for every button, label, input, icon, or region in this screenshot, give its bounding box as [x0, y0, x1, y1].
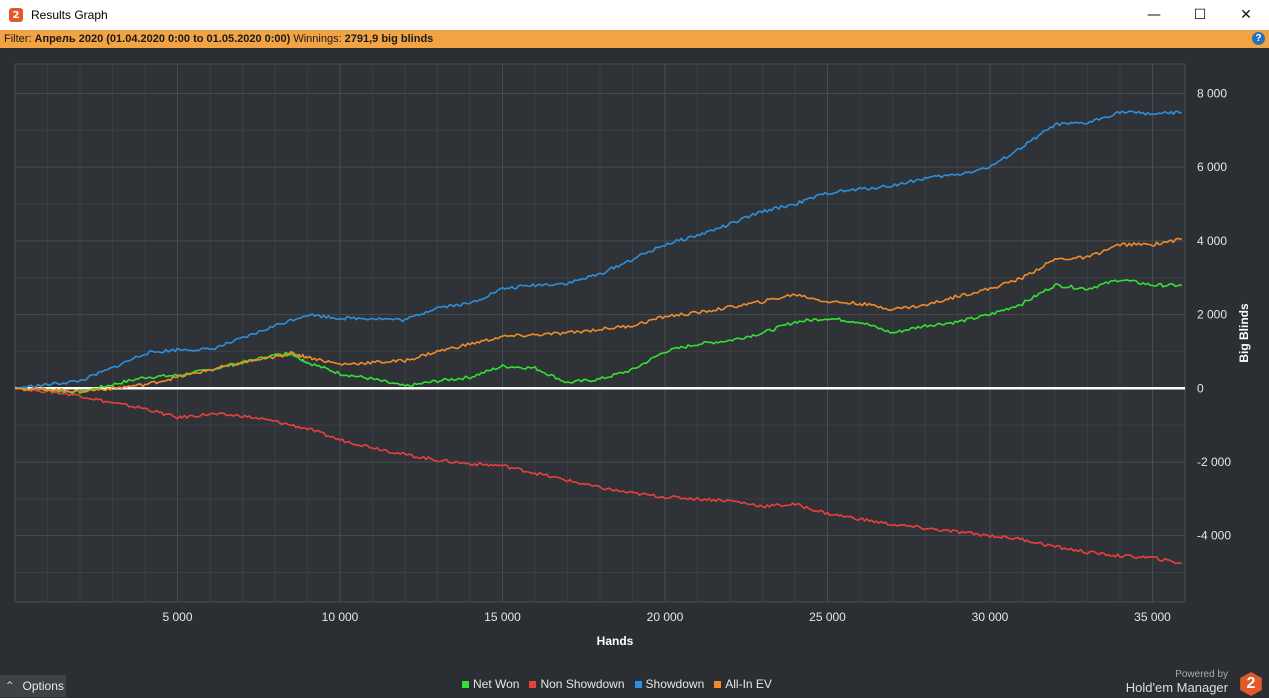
x-tick-label: 30 000	[972, 610, 1009, 624]
close-button[interactable]: ✕	[1240, 7, 1252, 23]
series-line-all-in-ev	[14, 237, 1182, 393]
chevron-up-icon: ^	[6, 681, 14, 691]
legend-label: Showdown	[645, 677, 705, 691]
legend-swatch	[529, 680, 537, 688]
x-tick-label: 20 000	[647, 610, 684, 624]
results-graph-svg: 5 000 10 000 15 000 20 000 25 000 30 000 35 00…	[14, 63, 1251, 648]
x-axis-label: Hands	[597, 634, 634, 648]
filter-label: Filter:	[4, 33, 32, 45]
legend-item[interactable]: Showdown	[634, 677, 705, 691]
legend-label: All-In EV	[725, 677, 772, 691]
filter-value: Апрель 2020 (01.04.2020 0:00 to 01.05.20…	[34, 33, 291, 45]
legend-label: Non Showdown	[540, 677, 625, 691]
minimize-button[interactable]: —	[1147, 7, 1161, 23]
x-tick-label: 25 000	[809, 610, 846, 624]
x-tick-label: 35 000	[1134, 610, 1171, 624]
y-tick-label: 0	[1197, 381, 1204, 395]
title-bar: 2 Results Graph — ☐ ✕	[0, 0, 1269, 30]
options-label: Options	[22, 679, 64, 693]
powered-by: Powered by Hold'em Manager	[1126, 669, 1228, 695]
help-icon[interactable]: ?	[1252, 32, 1265, 45]
powered-by-text: Powered by	[1175, 669, 1228, 680]
y-tick-label: -4 000	[1197, 529, 1231, 543]
options-button[interactable]: ^ Options	[0, 675, 66, 697]
series-line-showdown	[14, 110, 1182, 390]
legend-item[interactable]: All-In EV	[714, 677, 772, 691]
winnings-label: Winnings:	[293, 33, 342, 45]
y-axis-label: Big Blinds	[1237, 303, 1251, 363]
legend-swatch	[462, 680, 469, 688]
y-tick-label: 2 000	[1197, 308, 1227, 322]
legend-item[interactable]: Net Won	[462, 677, 519, 691]
legend-item[interactable]: Non Showdown	[529, 677, 625, 691]
brand-name: Hold'em Manager	[1125, 680, 1228, 695]
series-line-non-showdown	[14, 387, 1182, 565]
y-tick-label: -2 000	[1197, 455, 1231, 469]
legend-label: Net Won	[473, 677, 520, 691]
window-controls: — ☐ ✕	[1131, 0, 1269, 30]
legend-swatch	[634, 680, 642, 688]
x-tick-label: 15 000	[484, 610, 521, 624]
filter-bar: Filter: Апрель 2020 (01.04.2020 0:00 to …	[0, 30, 1269, 48]
app-logo-icon: 2	[9, 8, 23, 22]
y-tick-label: 4 000	[1197, 234, 1227, 248]
y-tick-label: 8 000	[1197, 86, 1227, 100]
window-title: Results Graph	[31, 8, 108, 22]
maximize-button[interactable]: ☐	[1193, 7, 1207, 23]
legend-swatch	[714, 680, 722, 688]
winnings-value: 2791,9 big blinds	[344, 33, 434, 45]
chart-legend: Net Won Non Showdown Showdown All-In EV	[462, 677, 772, 691]
hm-logo-icon: 2	[1240, 672, 1262, 696]
x-tick-label: 10 000	[322, 610, 359, 624]
x-tick-label: 5 000	[162, 610, 192, 624]
y-tick-label: 6 000	[1197, 160, 1227, 174]
results-chart: 5 000 10 000 15 000 20 000 25 000 30 000 35 00…	[0, 48, 1269, 668]
bottom-bar: ^ Options Net Won Non Showdown Showdown All…	[0, 668, 1269, 698]
